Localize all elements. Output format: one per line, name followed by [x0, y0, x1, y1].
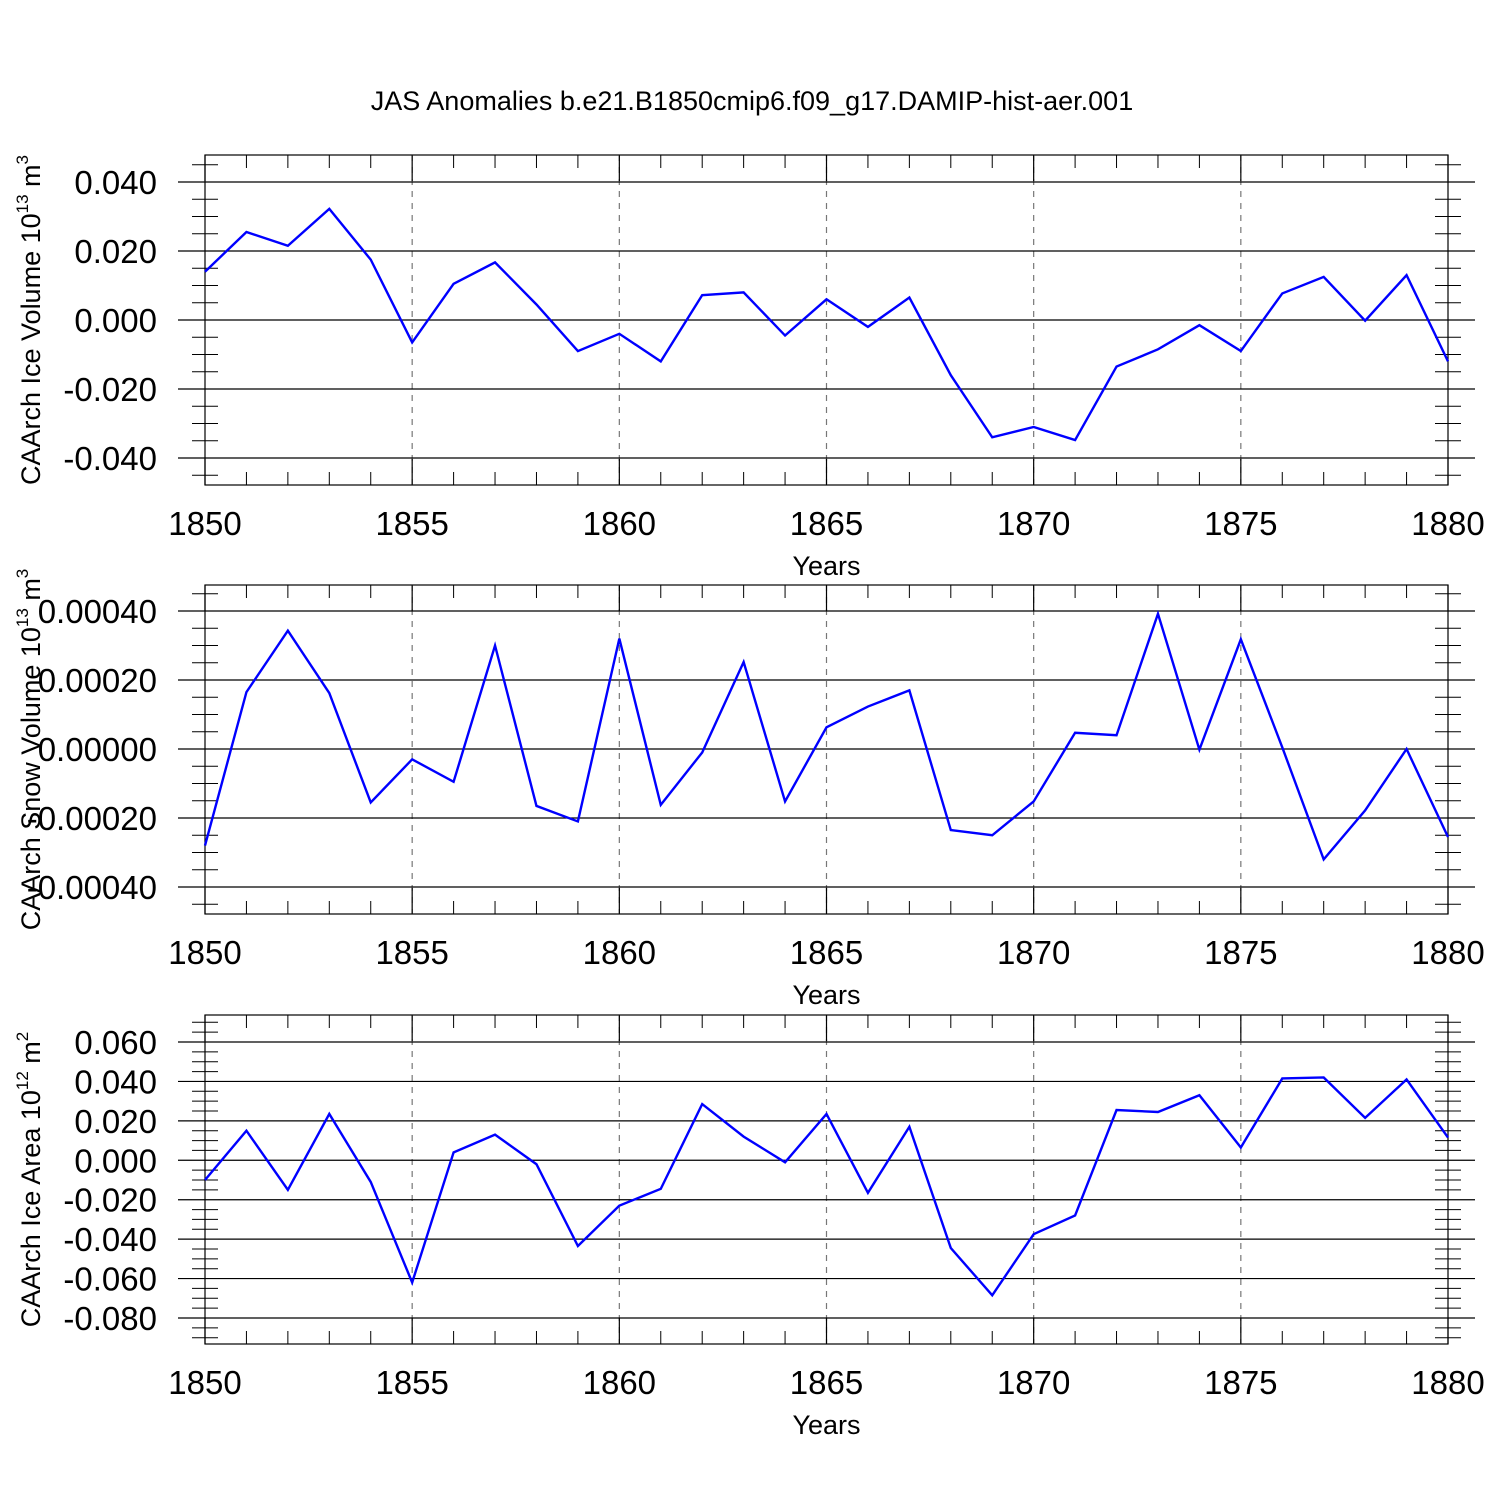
x-tick-label: 1880 — [1411, 934, 1484, 971]
y-axis-label: CAArch Ice Volume 1013 m3 — [13, 155, 46, 485]
y-tick-label: 0.000 — [74, 302, 157, 339]
x-tick-label: 1865 — [790, 1364, 863, 1401]
y-tick-label: 0.00020 — [38, 662, 157, 699]
x-tick-label: 1865 — [790, 505, 863, 542]
y-axis-label-unit: m — [16, 1041, 46, 1071]
panel-3: 1850 1855 1860 1865 1870 1875 1880Years-0.080-… — [13, 1014, 1485, 1440]
series-line — [204, 207, 1450, 442]
y-axis-label-exponent: 12 — [13, 1071, 32, 1090]
y-tick-label: -0.040 — [63, 440, 157, 477]
y-axis-label-unit-exponent: 2 — [13, 1032, 32, 1041]
x-tick-label: 1860 — [583, 505, 656, 542]
y-axis-label-text: CAArch Ice Area 10 — [16, 1090, 46, 1327]
x-tick-label: 1870 — [997, 505, 1070, 542]
y-tick-label: -0.060 — [63, 1261, 157, 1298]
y-tick-label: -0.020 — [63, 1182, 157, 1219]
x-tick-label: 1855 — [375, 505, 448, 542]
x-axis-label: Years — [792, 551, 860, 581]
y-axis-label-unit: m — [16, 578, 46, 608]
x-tick-label: 1880 — [1411, 1364, 1484, 1401]
y-tick-label: -0.080 — [63, 1300, 157, 1337]
y-tick-label: 0.020 — [74, 233, 157, 270]
x-tick-label: 1875 — [1204, 505, 1277, 542]
y-axis-label-unit-exponent: 3 — [13, 155, 32, 164]
y-axis-label-text: CAArch Snow Volume 10 — [16, 627, 46, 930]
x-tick-label: 1865 — [790, 934, 863, 971]
x-tick-label: 1860 — [583, 934, 656, 971]
y-tick-label: 0.000 — [74, 1142, 157, 1179]
y-tick-label: 0.040 — [74, 1063, 157, 1100]
y-tick-label: 0.020 — [74, 1103, 157, 1140]
y-tick-label: -0.020 — [63, 371, 157, 408]
y-tick-label: 0.00000 — [38, 731, 157, 768]
x-tick-label: 1870 — [997, 1364, 1070, 1401]
y-tick-label: -0.00040 — [27, 869, 157, 906]
x-tick-label: 1860 — [583, 1364, 656, 1401]
y-axis-label-unit: m — [16, 164, 46, 194]
y-axis-label: CAArch Snow Volume 1013 m3 — [13, 569, 46, 931]
y-axis-label-text: CAArch Ice Volume 10 — [16, 213, 46, 485]
y-axis-label-exponent: 13 — [13, 194, 32, 213]
y-tick-label: -0.040 — [63, 1221, 157, 1258]
series-line — [203, 609, 1450, 862]
x-tick-label: 1870 — [997, 934, 1070, 971]
panel-1: 1850 1855 1860 1865 1870 1875 1880 Years -0.040 -… — [13, 154, 1485, 581]
y-tick-label: 0.060 — [74, 1024, 157, 1061]
x-tick-label: 1855 — [375, 934, 448, 971]
x-axis-label: Years — [792, 980, 860, 1010]
y-axis-label-unit-exponent: 3 — [13, 569, 32, 578]
series-line — [204, 1076, 1449, 1298]
x-tick-label: 1850 — [168, 934, 241, 971]
x-tick-label: 1850 — [168, 505, 241, 542]
y-axis-label: CAArch Ice Area 1012 m2 — [13, 1032, 46, 1328]
x-tick-label: 1875 — [1204, 1364, 1277, 1401]
panels: 1850 1855 1860 1865 1870 1875 1880Years-0.040-… — [13, 154, 1485, 1440]
x-tick-label: 1875 — [1204, 934, 1277, 971]
y-tick-label: 0.040 — [74, 164, 157, 201]
y-tick-label: -0.00020 — [27, 800, 157, 837]
panel-2: 1850 1855 1860 1865 1870 1875 1880 Years -0.0004… — [13, 569, 1485, 1010]
x-axis-label: Years — [792, 1410, 860, 1440]
x-tick-label: 1855 — [375, 1364, 448, 1401]
y-axis-label-exponent: 13 — [13, 608, 32, 627]
chart-title: JAS Anomalies b.e21.B1850cmip6.f09_g17.D… — [371, 86, 1133, 116]
x-tick-label: 1850 — [168, 1364, 241, 1401]
y-tick-label: 0.00040 — [38, 593, 157, 630]
x-tick-label: 1880 — [1411, 505, 1484, 542]
